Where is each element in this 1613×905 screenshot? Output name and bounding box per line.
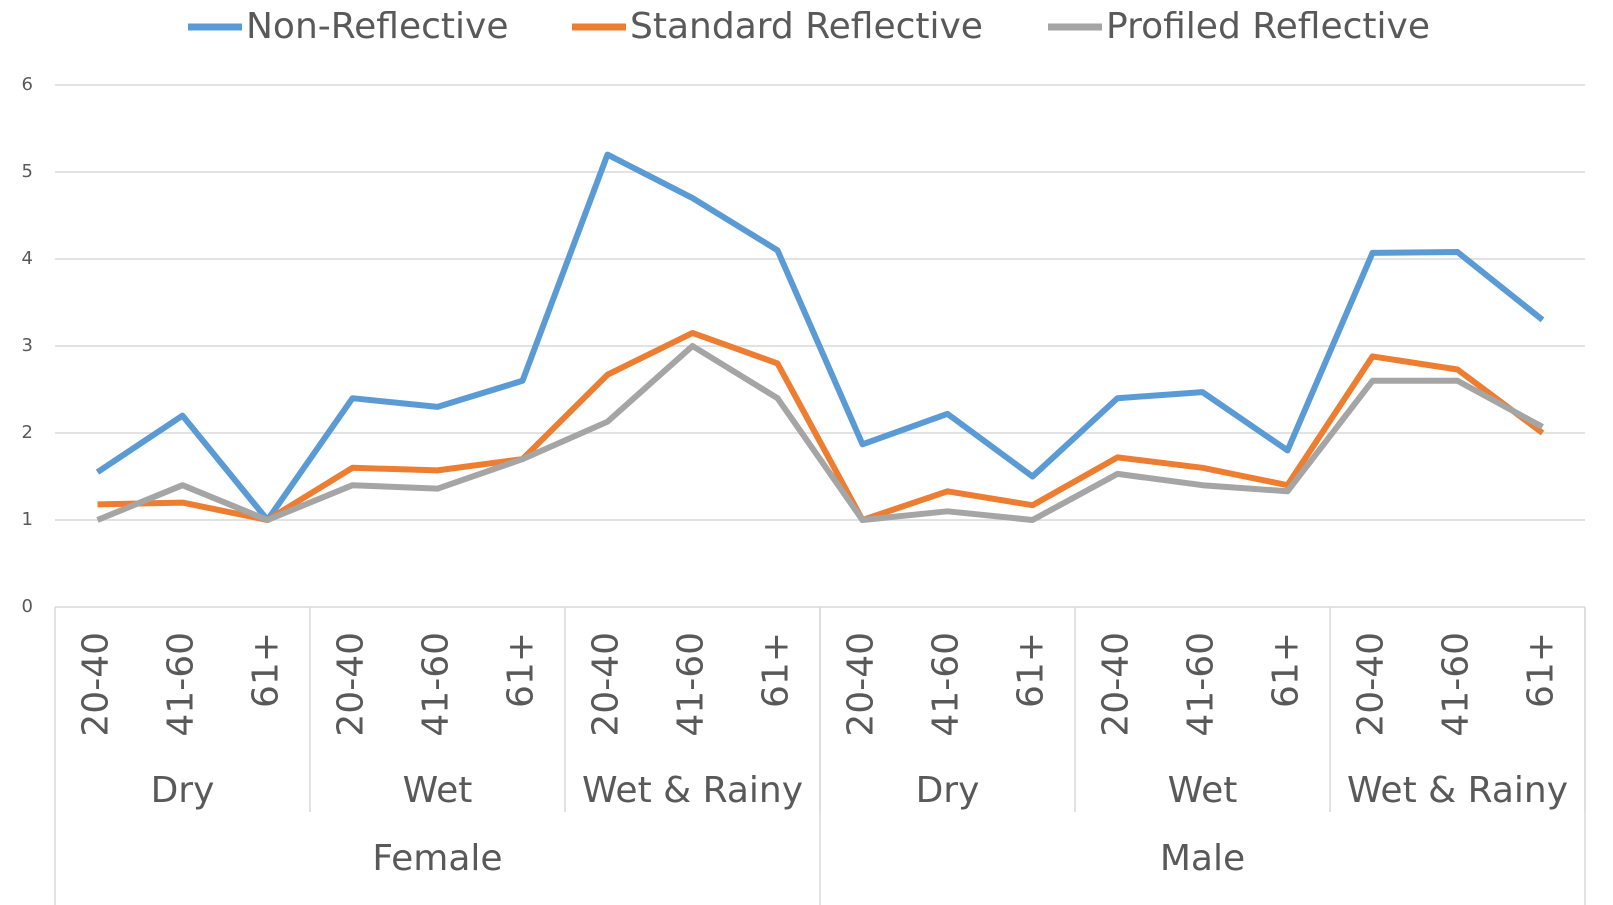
y-tick-label: 3 [22,335,33,356]
x-tick-label: 41-60 [671,632,712,737]
x-tick-label: 61+ [1011,632,1052,708]
legend-label: Profiled Reflective [1106,6,1430,47]
x-tick-label: 61+ [246,632,287,708]
x-tick-label: 41-60 [161,632,202,737]
group-label: Dry [916,770,980,811]
legend-label: Standard Reflective [630,6,983,47]
x-tick-label: 20-40 [1096,632,1137,737]
series-line [97,329,1545,523]
x-tick-label: 20-40 [586,632,627,737]
y-tick-label: 5 [22,161,33,182]
x-tick-label: 20-40 [76,632,117,737]
x-tick-label: 61+ [501,632,542,708]
legend-label: Non-Reflective [246,6,509,47]
x-tick-label: 41-60 [1436,632,1477,737]
x-tick-label: 41-60 [1181,632,1222,737]
y-tick-label: 4 [22,248,33,269]
group-label: Wet [403,770,473,811]
series-line [95,151,1545,523]
super-group-label: Female [372,838,502,879]
group-label: Dry [151,770,215,811]
x-tick-label: 61+ [756,632,797,708]
y-tick-label: 0 [22,596,33,617]
y-tick-label: 1 [22,509,33,530]
x-tick-label: 41-60 [416,632,457,737]
x-tick-label: 20-40 [841,632,882,737]
y-tick-label: 6 [22,74,33,95]
x-tick-label: 61+ [1521,632,1562,708]
x-tick-label: 20-40 [1351,632,1392,737]
x-tick-label: 61+ [1266,632,1307,708]
x-tick-label: 41-60 [926,632,967,737]
group-label: Wet & Rainy [1347,770,1568,811]
group-label: Wet & Rainy [582,770,803,811]
series-line [96,343,1544,523]
y-tick-label: 2 [22,422,33,443]
group-label: Wet [1168,770,1238,811]
x-tick-label: 20-40 [331,632,372,737]
super-group-label: Male [1160,838,1245,879]
